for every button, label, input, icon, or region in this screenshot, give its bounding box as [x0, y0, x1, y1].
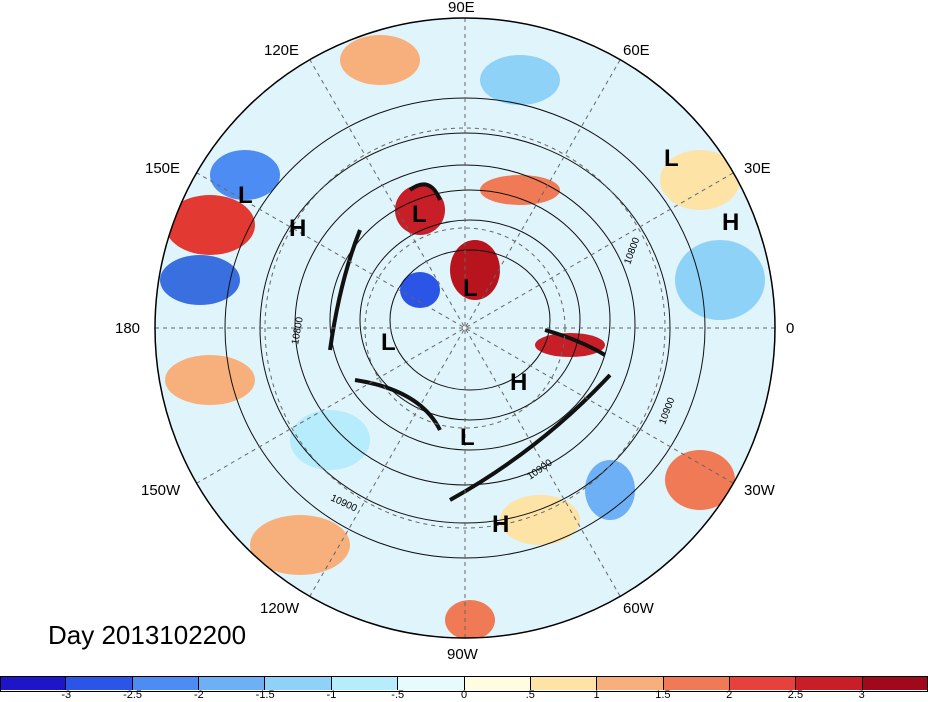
- colorbar-tick-label: 1.5: [655, 689, 671, 701]
- colorbar-tick-label: 1: [593, 689, 600, 701]
- colorbar-swatch: [663, 676, 730, 690]
- colorbar-swatch: [199, 676, 266, 690]
- pressure-center-label: L: [238, 182, 253, 209]
- colorbar-swatch: [331, 676, 399, 690]
- colorbar-swatch: [530, 676, 598, 690]
- pressure-center-label: H: [722, 209, 739, 236]
- pressure-center-label: L: [664, 145, 679, 172]
- map-boundary: [154, 17, 776, 639]
- longitude-label: 90W: [447, 646, 478, 663]
- colorbar-tick-label: 2: [726, 689, 733, 701]
- colorbar-tick-label: .5: [525, 689, 535, 701]
- longitude-label: 30E: [744, 160, 771, 177]
- colorbar-swatch: [464, 676, 531, 690]
- anomaly-field: [155, 18, 775, 638]
- colorbar-tick-label: 2.5: [787, 689, 804, 701]
- colorbar-swatch: [796, 676, 863, 690]
- colorbar-swatch: [132, 676, 200, 690]
- longitude-label: 120E: [264, 42, 300, 59]
- longitude-label: 60E: [623, 42, 650, 59]
- longitude-label: 150W: [141, 482, 181, 499]
- colorbar-swatch: [0, 676, 67, 690]
- longitude-label: 150E: [145, 160, 181, 177]
- pressure-center-label: H: [289, 215, 306, 242]
- colorbar-tick-label: -2: [193, 689, 204, 701]
- colorbar-swatch: [398, 676, 465, 690]
- colorbar-tick-label: -3: [61, 689, 72, 701]
- colorbar-tick-label: -2.5: [123, 689, 143, 701]
- longitude-label: 120W: [260, 600, 300, 617]
- pressure-center-label: L: [381, 329, 396, 356]
- colorbar-tick-label: -1.5: [255, 689, 275, 701]
- colorbar-tick-label: -1: [326, 689, 337, 701]
- colorbar-swatch: [597, 676, 664, 690]
- pressure-center-label: L: [463, 275, 478, 302]
- longitude-label: 0: [786, 320, 795, 337]
- colorbar-tick-label: 0: [460, 689, 468, 701]
- colorbar-swatch: [862, 676, 928, 690]
- longitude-label: 180: [115, 320, 141, 337]
- colorbar-swatch: [66, 676, 133, 690]
- pressure-center-label: L: [460, 424, 475, 451]
- colorbar-tick-label: -.5: [391, 689, 405, 701]
- colorbar-swatch: [265, 676, 332, 690]
- longitude-label: 90E: [448, 0, 475, 16]
- pressure-center-label: H: [492, 511, 509, 538]
- longitude-label: 60W: [623, 600, 654, 617]
- contour-label: 10800: [290, 316, 306, 346]
- colorbar-swatch: [729, 676, 797, 690]
- map-title: Day 2013102200: [48, 620, 247, 650]
- pressure-center-label: L: [412, 201, 427, 228]
- colorbar-tick-label: 3: [858, 689, 865, 701]
- pressure-center-label: H: [510, 369, 527, 396]
- longitude-label: 30W: [744, 482, 775, 499]
- colorbar: [0, 676, 928, 690]
